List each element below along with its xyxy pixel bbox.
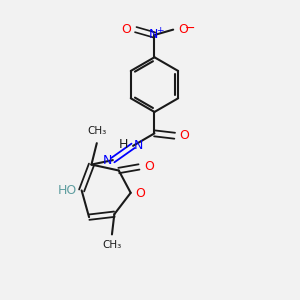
Text: +: + (156, 26, 164, 35)
Text: CH₃: CH₃ (102, 240, 122, 250)
Text: N: N (149, 28, 159, 41)
Text: −: − (185, 22, 196, 34)
Text: O: O (178, 23, 188, 36)
Text: O: O (121, 23, 131, 36)
Text: HO: HO (58, 184, 77, 197)
Text: O: O (179, 129, 189, 142)
Text: N: N (102, 154, 112, 166)
Text: CH₃: CH₃ (87, 126, 106, 136)
Text: O: O (135, 187, 145, 200)
Text: H: H (118, 138, 128, 151)
Text: N: N (134, 139, 143, 152)
Text: O: O (144, 160, 154, 173)
